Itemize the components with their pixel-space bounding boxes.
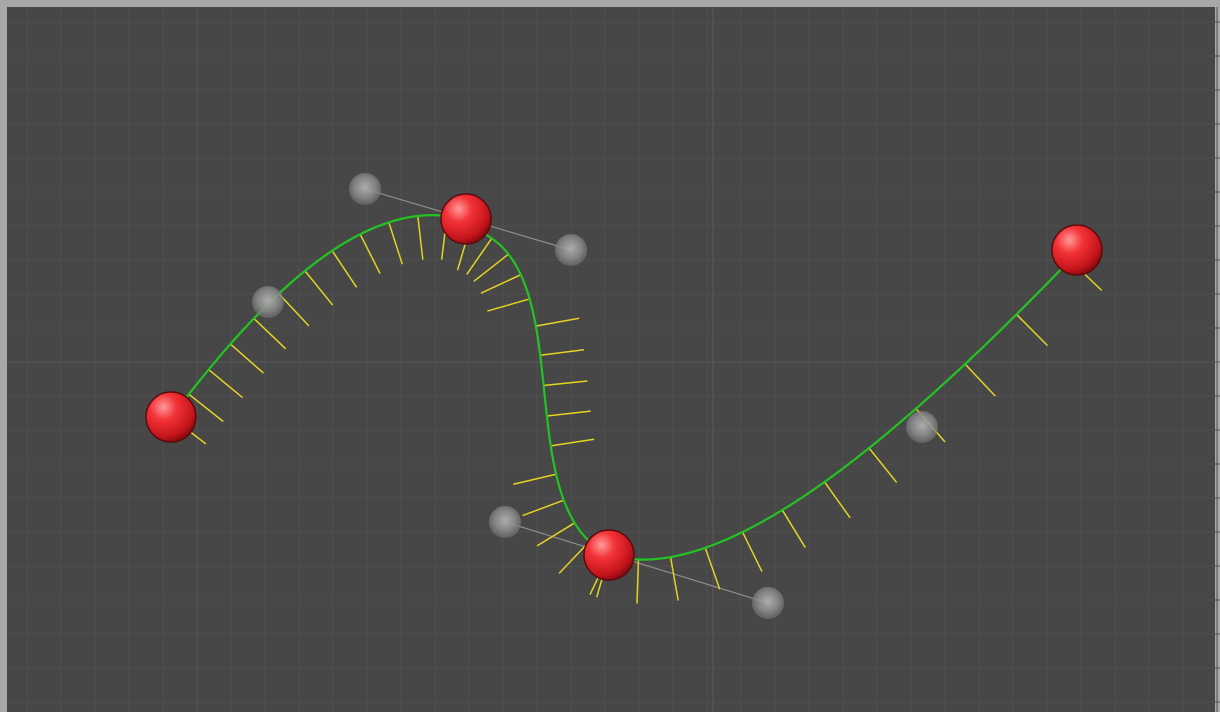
normal-tick bbox=[741, 531, 763, 572]
spline-normals bbox=[170, 215, 1103, 604]
normal-tick bbox=[473, 253, 509, 282]
normal-tick bbox=[253, 317, 287, 350]
tangent-handles bbox=[252, 173, 938, 619]
normal-tick bbox=[781, 509, 806, 548]
tangent-handle[interactable] bbox=[489, 506, 521, 538]
normal-tick bbox=[964, 363, 996, 397]
normal-tick bbox=[704, 547, 721, 590]
spline-curve[interactable] bbox=[170, 214, 1071, 561]
normal-tick bbox=[536, 522, 575, 547]
normal-tick bbox=[229, 343, 264, 374]
normal-tick bbox=[543, 380, 588, 387]
normal-tick bbox=[513, 473, 557, 485]
scene-axes bbox=[7, 7, 1220, 712]
normal-tick bbox=[188, 393, 224, 423]
normal-tick bbox=[304, 270, 334, 306]
normal-tick bbox=[466, 237, 493, 275]
normal-tick bbox=[522, 499, 565, 517]
tangent-handle[interactable] bbox=[752, 587, 784, 619]
spline-anchor-point[interactable] bbox=[440, 193, 492, 245]
normal-tick bbox=[487, 298, 530, 312]
normal-tick bbox=[359, 233, 381, 274]
tangent-handle[interactable] bbox=[349, 173, 381, 205]
normal-tick bbox=[823, 481, 851, 519]
normal-tick bbox=[331, 250, 358, 288]
normal-tick bbox=[208, 369, 244, 399]
normal-tick bbox=[868, 447, 898, 483]
normal-tick bbox=[540, 349, 584, 356]
normal-tick bbox=[1015, 313, 1049, 347]
tangent-line bbox=[504, 521, 769, 604]
normal-tick bbox=[636, 559, 640, 604]
spline-anchor-point[interactable] bbox=[1051, 224, 1103, 276]
normal-tick bbox=[669, 556, 679, 601]
spline-anchor-point[interactable] bbox=[145, 391, 197, 443]
normal-tick bbox=[278, 293, 310, 327]
normal-tick bbox=[417, 215, 424, 260]
spline-anchor-point[interactable] bbox=[583, 529, 635, 581]
spline-anchor-points bbox=[145, 193, 1103, 581]
scene-grid bbox=[7, 7, 1220, 712]
normal-tick bbox=[388, 222, 404, 265]
tangent-handle[interactable] bbox=[555, 234, 587, 266]
tangent-handle[interactable] bbox=[252, 286, 284, 318]
tangent-handle[interactable] bbox=[906, 411, 938, 443]
normal-tick bbox=[558, 540, 590, 574]
normal-tick bbox=[546, 410, 591, 417]
normal-tick bbox=[535, 317, 580, 327]
scene-canvas[interactable] bbox=[7, 7, 1220, 712]
normal-tick bbox=[550, 438, 595, 447]
normal-tick bbox=[480, 274, 522, 294]
